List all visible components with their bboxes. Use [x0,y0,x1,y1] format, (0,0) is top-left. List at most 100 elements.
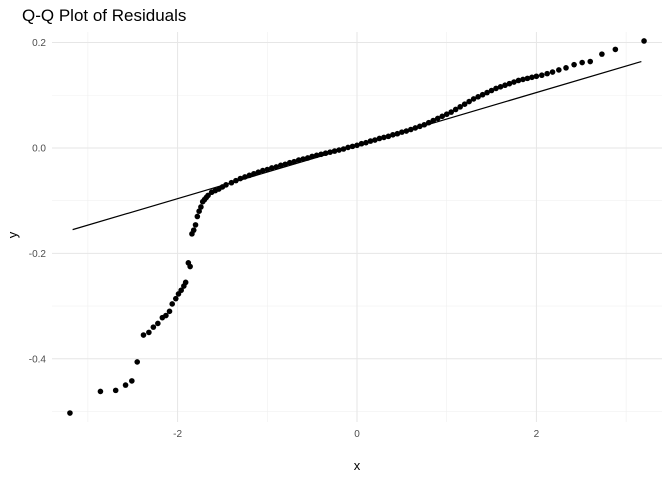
data-point [439,113,446,120]
data-point [448,109,454,115]
data-point [479,91,486,98]
data-point [172,295,179,302]
data-point [470,96,477,102]
data-point [416,123,423,130]
data-point [318,151,324,158]
data-point [506,80,513,87]
data-point [309,153,315,160]
data-point [497,84,504,90]
data-point [223,182,229,188]
data-point [354,142,360,149]
data-point [331,148,338,154]
data-point [502,82,508,89]
data-point [403,128,410,134]
data-point [97,388,104,395]
data-point [178,287,184,294]
data-point [363,139,369,146]
data-point [198,204,204,210]
data-point [182,279,189,286]
data-point [190,227,197,233]
data-point [376,135,383,142]
data-point [233,177,239,184]
data-point [399,129,405,135]
data-point [196,208,202,214]
data-point [251,170,257,177]
y-tick-label: 0.0 [32,143,46,154]
data-point [260,167,266,174]
data-point [385,133,392,140]
data-point [421,121,428,128]
data-point [282,161,289,168]
data-point [300,156,306,162]
data-points [67,38,647,416]
data-point [304,155,311,161]
data-point [563,65,569,71]
data-point [140,332,147,338]
data-point [533,73,540,80]
data-point [192,222,199,228]
data-point [242,174,248,180]
data-point [556,67,562,73]
data-point [579,59,585,66]
y-tick-label: -0.4 [29,354,47,365]
x-axis-title: x [354,458,361,473]
data-point [412,125,419,131]
data-point [358,140,365,147]
data-point [345,144,351,151]
y-tick-label: 0.2 [32,38,46,49]
data-point [549,69,556,75]
data-point [237,175,244,182]
x-axis-tick-labels: -2 0 2 [173,429,539,440]
data-point [511,79,517,85]
data-point [166,308,173,315]
data-point [587,58,594,65]
data-point [349,143,356,150]
data-point [205,192,211,199]
data-point [150,324,157,330]
data-point [313,152,320,159]
data-point [291,158,298,165]
data-point [273,164,280,170]
major-gridlines [52,32,662,422]
data-point [612,46,619,53]
data-point [484,89,490,96]
data-point [394,130,401,137]
data-point [488,87,495,94]
data-point [122,382,129,388]
data-point [425,119,432,126]
data-point [264,166,271,173]
data-point [327,149,333,155]
data-point [295,157,302,163]
data-point [228,179,235,186]
data-point [336,147,342,153]
data-point [390,131,396,138]
data-point [493,85,499,92]
data-point [515,77,522,84]
data-point [112,387,119,394]
data-point [194,213,201,220]
data-point [255,169,262,175]
data-point [461,101,468,108]
data-point [520,76,526,83]
data-point [457,104,463,110]
x-tick-label: 0 [354,429,360,440]
data-point [277,162,284,169]
chart-title: Q-Q Plot of Residuals [22,6,187,25]
data-point [367,138,374,144]
data-point [452,106,459,113]
data-point [322,150,329,157]
data-point [67,410,73,416]
data-point [372,137,378,143]
data-point [538,72,545,79]
data-point [146,329,152,336]
data-point [544,70,550,77]
data-point [434,115,441,122]
data-point [381,134,387,141]
y-axis-title: y [5,231,20,238]
y-tick-label: -0.2 [29,249,47,260]
data-point [641,38,647,44]
data-point [286,159,293,166]
data-point [134,359,141,365]
data-point [155,320,161,327]
